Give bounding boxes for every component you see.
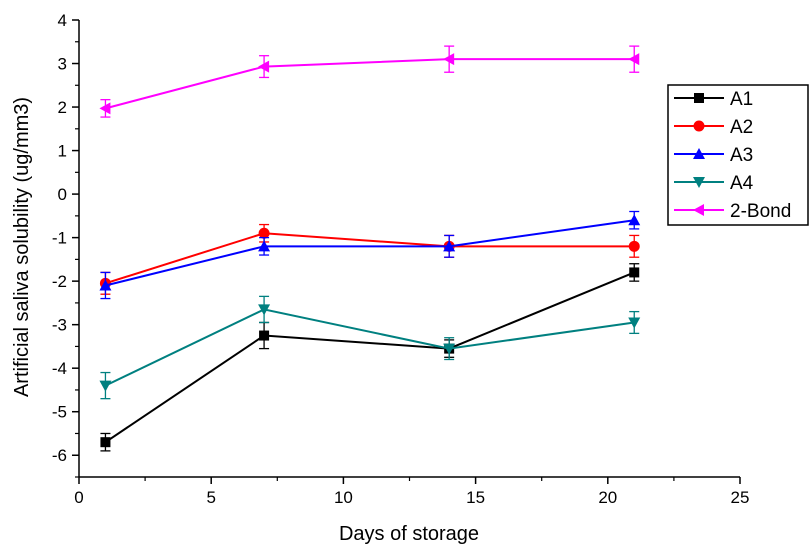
data-point <box>258 304 271 316</box>
data-point <box>99 279 112 291</box>
series-a3 <box>99 210 641 300</box>
legend-marker <box>693 148 705 159</box>
series-line-a4 <box>105 308 635 387</box>
data-point <box>443 343 456 355</box>
legend-item-a4: A4 <box>674 173 754 194</box>
legend-label: A2 <box>730 117 753 138</box>
data-point <box>628 214 641 226</box>
y-tick-label: -5 <box>52 403 67 422</box>
legend-label: A3 <box>730 145 753 166</box>
y-tick-label: 2 <box>58 98 67 117</box>
y-tick-label: -2 <box>52 272 67 291</box>
y-tick-label: -4 <box>52 359 67 378</box>
x-tick-label: 25 <box>731 488 750 507</box>
axes: -6 -5 -4 -3 -2 -1 0 1 2 3 4 0 5 10 15 20 25 <box>52 11 750 507</box>
legend-marker <box>693 177 705 188</box>
data-point <box>628 53 640 66</box>
legend-item-2-bond: 2-Bond <box>674 201 791 222</box>
legend-marker <box>693 120 705 132</box>
data-point <box>628 240 640 252</box>
data-point <box>628 317 641 329</box>
series-a4 <box>99 295 641 400</box>
data-point <box>629 267 640 278</box>
series-line-a2 <box>105 232 635 285</box>
series-a2 <box>99 223 640 295</box>
data-point <box>99 102 111 115</box>
x-tick-label: 0 <box>74 488 83 507</box>
series-line-a3 <box>105 219 635 287</box>
x-tick-label: 10 <box>334 488 353 507</box>
legend-item-a1: A1 <box>674 89 753 110</box>
y-tick-label: -3 <box>52 316 67 335</box>
series-2-bond <box>99 45 640 118</box>
legend: A1 A2 A3 A4 2-Bond <box>667 84 809 226</box>
y-tick-label: 1 <box>58 142 67 161</box>
legend-item-a3: A3 <box>674 145 753 166</box>
series-line-a1 <box>104 271 635 444</box>
y-tick-label: -1 <box>52 229 67 248</box>
data-point <box>258 240 271 252</box>
legend-marker <box>693 204 704 216</box>
data-point <box>258 227 270 239</box>
y-tick-label: -6 <box>52 446 67 465</box>
series-layer <box>99 45 641 452</box>
x-axis-title: Days of storage <box>339 523 479 545</box>
series-a1 <box>100 263 640 452</box>
data-point <box>443 240 456 252</box>
data-point <box>258 60 270 73</box>
data-point <box>443 53 455 66</box>
y-tick-label: 4 <box>58 11 67 30</box>
data-point <box>99 380 112 392</box>
data-point <box>100 437 111 448</box>
legend-item-a2: A2 <box>674 117 753 138</box>
legend-label: 2-Bond <box>730 201 791 222</box>
y-axis-title: Artificial saliva solubility (ug/mm3) <box>11 97 33 397</box>
x-tick-label: 5 <box>206 488 215 507</box>
y-tick-label: 0 <box>58 185 67 204</box>
legend-label: A1 <box>730 89 753 110</box>
data-point <box>259 330 270 341</box>
y-tick-label: 3 <box>58 55 67 74</box>
series-line-2-bond <box>105 58 635 110</box>
legend-label: A4 <box>730 173 754 194</box>
x-tick-label: 15 <box>466 488 485 507</box>
legend-marker <box>694 93 704 103</box>
x-tick-label: 20 <box>598 488 617 507</box>
